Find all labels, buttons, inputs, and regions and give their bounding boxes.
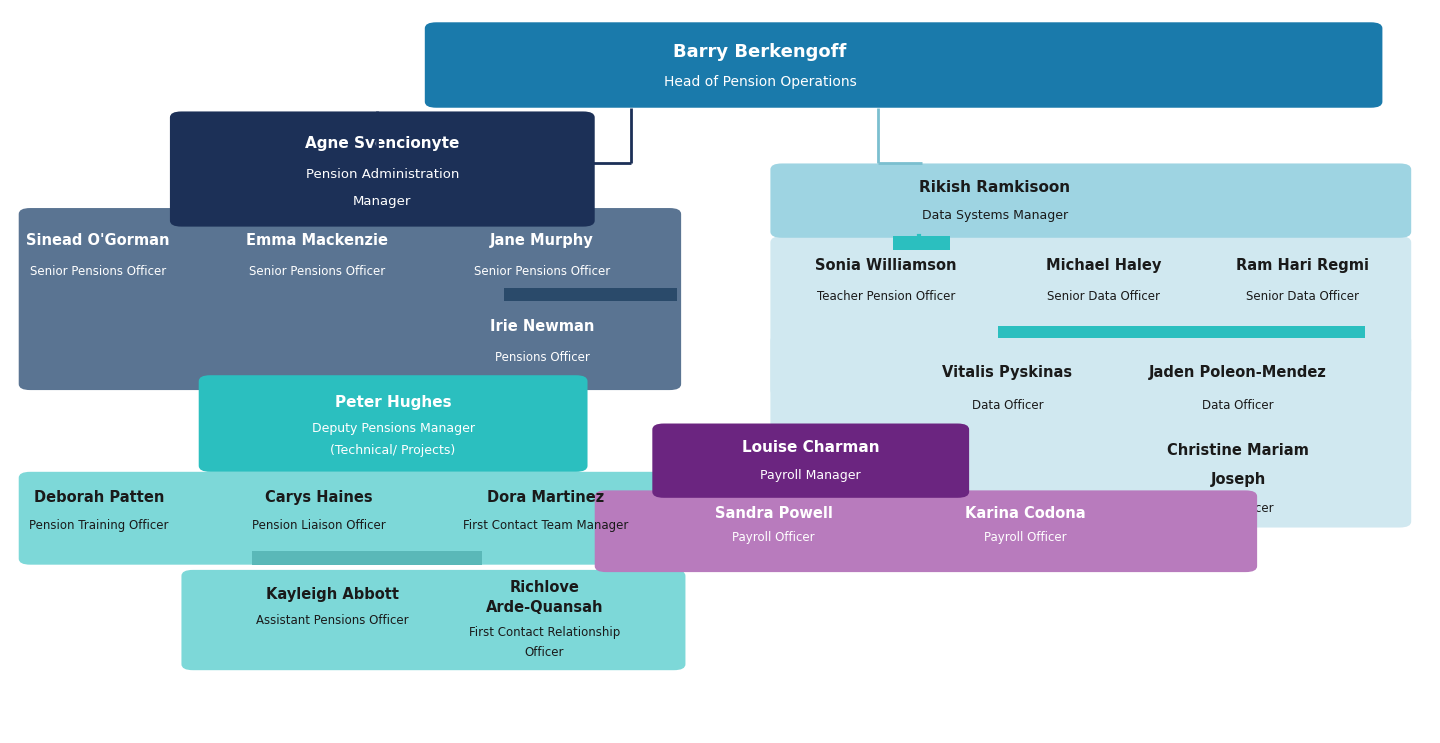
Text: Manager: Manager bbox=[353, 195, 412, 208]
Text: First Contact Relationship: First Contact Relationship bbox=[468, 626, 621, 638]
Text: Sandra Powell: Sandra Powell bbox=[714, 506, 832, 521]
Text: Christine Mariam: Christine Mariam bbox=[1168, 443, 1309, 458]
FancyBboxPatch shape bbox=[770, 334, 1411, 528]
Text: Emma Mackenzie: Emma Mackenzie bbox=[246, 233, 387, 248]
Text: Agne Svencionyte: Agne Svencionyte bbox=[305, 136, 459, 151]
Text: Vitalis Pyskinas: Vitalis Pyskinas bbox=[942, 366, 1073, 380]
Text: Dora Martinez: Dora Martinez bbox=[487, 490, 603, 505]
Text: Payroll Officer: Payroll Officer bbox=[733, 531, 815, 545]
Text: Pension Training Officer: Pension Training Officer bbox=[29, 519, 168, 532]
FancyBboxPatch shape bbox=[425, 22, 1382, 108]
Text: Teacher Pension Officer: Teacher Pension Officer bbox=[816, 291, 955, 303]
FancyBboxPatch shape bbox=[19, 472, 685, 565]
Text: Irie Newman: Irie Newman bbox=[490, 319, 595, 334]
Bar bbox=[252, 551, 482, 565]
FancyBboxPatch shape bbox=[19, 208, 681, 390]
Text: Senior Pensions Officer: Senior Pensions Officer bbox=[249, 265, 384, 278]
Text: Officer: Officer bbox=[524, 646, 564, 658]
FancyBboxPatch shape bbox=[770, 163, 1411, 238]
Text: Louise Charman: Louise Charman bbox=[742, 440, 880, 455]
Text: Data Systems Manager: Data Systems Manager bbox=[922, 209, 1067, 222]
Text: Data Officer: Data Officer bbox=[972, 399, 1044, 412]
Bar bbox=[504, 288, 677, 301]
Text: Arde-Quansah: Arde-Quansah bbox=[485, 600, 603, 615]
Text: Kayleigh Abbott: Kayleigh Abbott bbox=[266, 588, 399, 603]
Text: Senior Data Officer: Senior Data Officer bbox=[1047, 291, 1161, 303]
Text: Karina Codona: Karina Codona bbox=[965, 506, 1086, 521]
Text: Richlove: Richlove bbox=[510, 580, 579, 595]
FancyBboxPatch shape bbox=[770, 236, 1411, 396]
FancyBboxPatch shape bbox=[181, 570, 685, 670]
Text: Joseph: Joseph bbox=[1211, 472, 1266, 487]
Text: Deborah Patten: Deborah Patten bbox=[33, 490, 164, 505]
Text: Pension Administration: Pension Administration bbox=[305, 169, 459, 181]
Text: Payroll Manager: Payroll Manager bbox=[760, 469, 861, 482]
Text: Peter Hughes: Peter Hughes bbox=[336, 395, 451, 409]
Text: Payroll Officer: Payroll Officer bbox=[984, 531, 1067, 545]
FancyBboxPatch shape bbox=[652, 424, 969, 498]
Text: Carys Haines: Carys Haines bbox=[265, 490, 373, 505]
Text: First Contact Team Manager: First Contact Team Manager bbox=[462, 519, 628, 532]
Text: Sinead O'Gorman: Sinead O'Gorman bbox=[26, 233, 170, 248]
Text: Senior Pensions Officer: Senior Pensions Officer bbox=[30, 265, 167, 278]
Bar bbox=[893, 236, 950, 250]
Text: (Technical/ Projects): (Technical/ Projects) bbox=[331, 444, 455, 457]
Text: Jane Murphy: Jane Murphy bbox=[490, 233, 593, 248]
Text: Assistant Pensions Officer: Assistant Pensions Officer bbox=[256, 614, 409, 626]
Text: Pensions Officer: Pensions Officer bbox=[494, 351, 589, 364]
Bar bbox=[998, 326, 1365, 338]
Text: Data Officer: Data Officer bbox=[1202, 502, 1274, 515]
Text: Michael Haley: Michael Haley bbox=[1045, 258, 1161, 273]
Text: Senior Pensions Officer: Senior Pensions Officer bbox=[474, 265, 611, 278]
Text: Data Officer: Data Officer bbox=[1202, 399, 1274, 412]
Text: Rikish Ramkisoon: Rikish Ramkisoon bbox=[919, 180, 1070, 195]
Text: Senior Data Officer: Senior Data Officer bbox=[1246, 291, 1359, 303]
Text: Barry Berkengoff: Barry Berkengoff bbox=[674, 43, 847, 61]
FancyBboxPatch shape bbox=[199, 375, 588, 472]
Text: Deputy Pensions Manager: Deputy Pensions Manager bbox=[311, 422, 475, 435]
Text: Ram Hari Regmi: Ram Hari Regmi bbox=[1236, 258, 1369, 273]
FancyBboxPatch shape bbox=[595, 490, 1257, 572]
Text: Jaden Poleon-Mendez: Jaden Poleon-Mendez bbox=[1149, 366, 1328, 380]
Text: Head of Pension Operations: Head of Pension Operations bbox=[664, 75, 857, 89]
Text: Sonia Williamson: Sonia Williamson bbox=[815, 258, 956, 273]
FancyBboxPatch shape bbox=[170, 111, 595, 227]
Text: Pension Liaison Officer: Pension Liaison Officer bbox=[252, 519, 386, 532]
